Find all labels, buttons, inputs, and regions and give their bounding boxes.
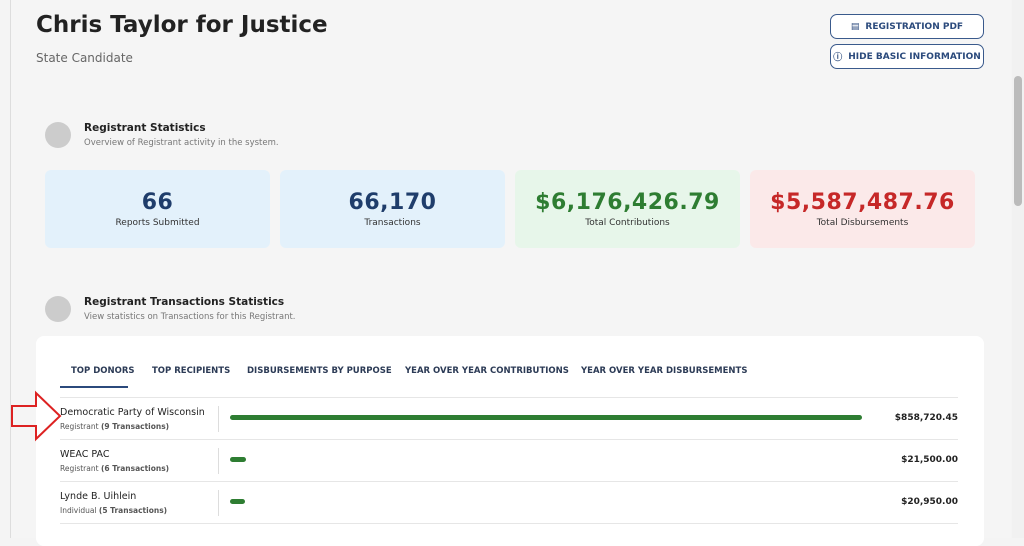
transaction-count: (9 Transactions) xyxy=(100,422,170,431)
scroll-thumb xyxy=(1014,76,1022,206)
section-title: Registrant Transactions Statistics xyxy=(84,296,285,308)
subtitle: State Candidate xyxy=(36,51,133,65)
stat-value: $5,587,487.76 xyxy=(770,190,955,215)
tab[interactable]: YEAR OVER YEAR DISBURSEMENTS xyxy=(581,366,748,376)
tab[interactable]: TOP RECIPIENTS xyxy=(152,366,231,376)
section-title: Registrant Statistics xyxy=(84,122,206,134)
donor-name: WEAC PAC xyxy=(60,449,110,460)
donor-type: Registrant (6 Transactions) xyxy=(60,464,169,473)
registration-pdf-button[interactable]: ▤ REGISTRATION PDF xyxy=(830,14,984,39)
button-label: REGISTRATION PDF xyxy=(865,21,964,32)
stat-card: $6,176,426.79 Total Contributions xyxy=(515,170,740,248)
tab[interactable]: TOP DONORS xyxy=(71,366,135,376)
button-label: HIDE BASIC INFORMATION xyxy=(848,51,981,62)
donor-amount: $21,500.00 xyxy=(901,455,958,465)
separator xyxy=(218,448,219,474)
active-tab-underline xyxy=(60,386,128,388)
donor-amount: $858,720.45 xyxy=(894,413,958,423)
separator xyxy=(218,490,219,516)
donor-type: Registrant (9 Transactions) xyxy=(60,422,169,431)
hide-info-button[interactable]: ⓘ HIDE BASIC INFORMATION xyxy=(830,44,984,69)
donor-bar xyxy=(230,499,246,504)
stat-label: Transactions xyxy=(364,218,421,228)
stat-card: 66,170 Transactions xyxy=(280,170,505,248)
donor-type-label: Registrant xyxy=(60,422,99,431)
panel xyxy=(36,336,984,546)
section-icon xyxy=(45,122,71,148)
donor-bar xyxy=(230,415,862,420)
stat-label: Total Disbursements xyxy=(816,218,909,228)
tab[interactable]: DISBURSEMENTS BY PURPOSE xyxy=(247,366,392,376)
red-arrow xyxy=(11,390,62,442)
tab[interactable]: YEAR OVER YEAR CONTRIBUTIONS xyxy=(405,366,569,376)
section-description: Overview of Registrant activity in the s… xyxy=(84,138,279,148)
pdf-icon: ▤ xyxy=(850,21,860,32)
donor-bar xyxy=(230,457,246,462)
stat-label: Reports Submitted xyxy=(115,218,200,228)
section-icon xyxy=(45,296,71,322)
donor-row-divider xyxy=(60,523,958,524)
donor-row[interactable]: WEAC PAC Registrant (6 Transactions) $21,5… xyxy=(60,439,958,482)
donor-type-label: Registrant xyxy=(60,464,99,473)
donor-row[interactable]: Democratic Party of Wisconsin Registrant … xyxy=(60,397,958,440)
donor-name: Lynde B. Uihlein xyxy=(60,491,137,502)
stat-card: $5,587,487.76 Total Disbursements xyxy=(750,170,975,248)
donor-row[interactable]: Lynde B. Uihlein Individual (5 Transactio… xyxy=(60,481,958,524)
stat-value: 66 xyxy=(141,190,174,215)
donor-name: Democratic Party of Wisconsin xyxy=(60,407,205,418)
page-title: Chris Taylor for Justice xyxy=(36,12,328,38)
donor-type-label: Individual xyxy=(60,506,97,515)
stat-value: 66,170 xyxy=(348,190,437,215)
transaction-count: (5 Transactions) xyxy=(98,506,168,515)
separator xyxy=(218,406,219,432)
scrollbar xyxy=(1012,0,1024,538)
stat-card: 66 Reports Submitted xyxy=(45,170,270,248)
section-description: View statistics on Transactions for this… xyxy=(84,312,296,322)
info-icon: ⓘ xyxy=(833,53,843,63)
donor-amount: $20,950.00 xyxy=(901,497,958,507)
stat-value: $6,176,426.79 xyxy=(535,190,720,215)
stat-label: Total Contributions xyxy=(585,218,670,228)
transaction-count: (6 Transactions) xyxy=(100,464,170,473)
donor-type: Individual (5 Transactions) xyxy=(60,506,167,515)
